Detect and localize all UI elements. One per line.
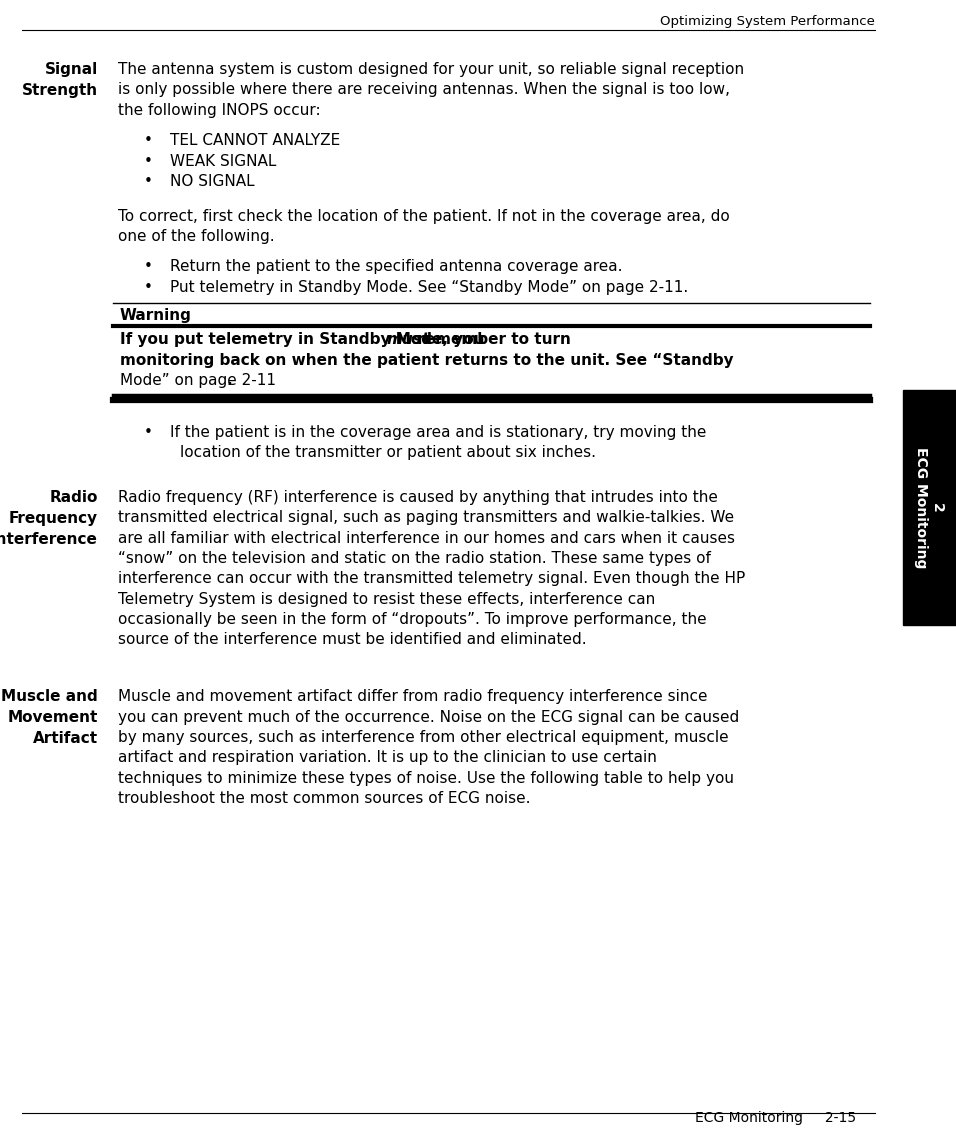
Text: NO SIGNAL: NO SIGNAL [170, 174, 254, 189]
Text: one of the following.: one of the following. [118, 229, 274, 243]
Text: are all familiar with electrical interference in our homes and cars when it caus: are all familiar with electrical interfe… [118, 530, 735, 545]
Text: Muscle and
Movement
Artifact: Muscle and Movement Artifact [1, 689, 98, 746]
Text: Mode” on page 2-11: Mode” on page 2-11 [120, 373, 276, 389]
Text: Return the patient to the specified antenna coverage area.: Return the patient to the specified ante… [170, 259, 622, 274]
Text: WEAK SIGNAL: WEAK SIGNAL [170, 153, 276, 168]
Text: transmitted electrical signal, such as paging transmitters and walkie-talkies. W: transmitted electrical signal, such as p… [118, 510, 734, 526]
Text: •: • [143, 259, 152, 274]
Text: •: • [143, 280, 152, 295]
Text: must: must [386, 333, 430, 347]
Text: 2
ECG Monitoring: 2 ECG Monitoring [914, 447, 945, 568]
Text: The antenna system is custom designed for your unit, so reliable signal receptio: The antenna system is custom designed fo… [118, 62, 744, 77]
Text: Muscle and movement artifact differ from radio frequency interference since: Muscle and movement artifact differ from… [118, 689, 707, 704]
Text: Warning: Warning [120, 309, 192, 323]
Text: troubleshoot the most common sources of ECG noise.: troubleshoot the most common sources of … [118, 791, 531, 806]
Text: Radio
Frequency
Interference: Radio Frequency Interference [0, 490, 98, 547]
Text: techniques to minimize these types of noise. Use the following table to help you: techniques to minimize these types of no… [118, 770, 734, 785]
Text: is only possible where there are receiving antennas. When the signal is too low,: is only possible where there are receivi… [118, 82, 730, 97]
Text: you can prevent much of the occurrence. Noise on the ECG signal can be caused: you can prevent much of the occurrence. … [118, 710, 739, 725]
Text: interference can occur with the transmitted telemetry signal. Even though the HP: interference can occur with the transmit… [118, 572, 746, 586]
Text: source of the interference must be identified and eliminated.: source of the interference must be ident… [118, 632, 587, 647]
Text: Telemetry System is designed to resist these effects, interference can: Telemetry System is designed to resist t… [118, 592, 655, 607]
Text: Signal
Strength: Signal Strength [22, 62, 98, 98]
Text: •: • [143, 153, 152, 168]
Text: To correct, first check the location of the patient. If not in the coverage area: To correct, first check the location of … [118, 208, 729, 224]
Text: TEL CANNOT ANALYZE: TEL CANNOT ANALYZE [170, 134, 340, 149]
Text: Radio frequency (RF) interference is caused by anything that intrudes into the: Radio frequency (RF) interference is cau… [118, 490, 718, 505]
Text: If you put telemetry in Standby Mode, you: If you put telemetry in Standby Mode, yo… [120, 333, 489, 347]
Text: •: • [143, 425, 152, 440]
Text: by many sources, such as interference from other electrical equipment, muscle: by many sources, such as interference fr… [118, 730, 728, 745]
Text: “snow” on the television and static on the radio station. These same types of: “snow” on the television and static on t… [118, 551, 711, 566]
Text: location of the transmitter or patient about six inches.: location of the transmitter or patient a… [180, 445, 596, 461]
Text: .: . [227, 373, 231, 389]
Text: artifact and respiration variation. It is up to the clinician to use certain: artifact and respiration variation. It i… [118, 751, 657, 766]
Text: monitoring back on when the patient returns to the unit. See “Standby: monitoring back on when the patient retu… [120, 353, 733, 368]
Bar [903, 390, 956, 625]
Text: If the patient is in the coverage area and is stationary, try moving the: If the patient is in the coverage area a… [170, 425, 706, 440]
Text: Put telemetry in Standby Mode. See “Standby Mode” on page 2-11.: Put telemetry in Standby Mode. See “Stan… [170, 280, 688, 295]
Text: occasionally be seen in the form of “dropouts”. To improve performance, the: occasionally be seen in the form of “dro… [118, 612, 706, 628]
Text: •: • [143, 134, 152, 149]
Text: the following INOPS occur:: the following INOPS occur: [118, 103, 320, 118]
Text: ECG Monitoring     2-15: ECG Monitoring 2-15 [695, 1111, 856, 1125]
Text: •: • [143, 174, 152, 189]
Text: remember to turn: remember to turn [412, 333, 571, 347]
Text: Optimizing System Performance: Optimizing System Performance [661, 15, 875, 27]
